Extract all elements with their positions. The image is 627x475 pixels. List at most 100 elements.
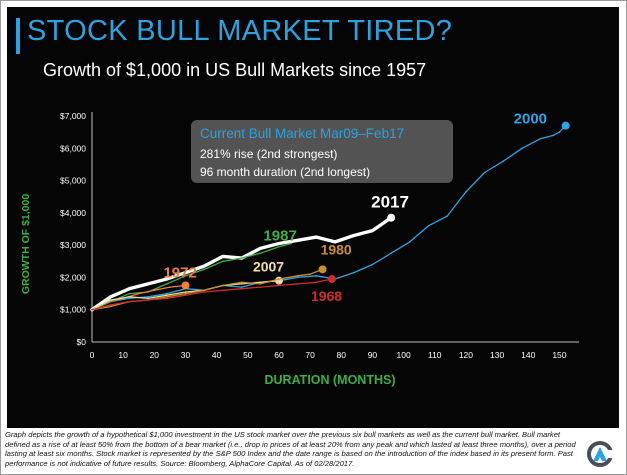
series-label-1980: 1980	[321, 241, 352, 257]
x-tick-label: 90	[368, 350, 378, 360]
data-point-1987	[128, 292, 131, 295]
data-point-1968	[128, 300, 131, 303]
data-point-2017	[278, 242, 280, 245]
data-point-1972	[169, 286, 171, 288]
x-tick-label: 60	[274, 350, 284, 360]
page-subtitle: Growth of $1,000 in US Bull Markets sinc…	[43, 60, 427, 80]
x-tick-label: 80	[337, 350, 347, 360]
data-point-1968	[259, 286, 262, 288]
end-marker-1972	[181, 281, 190, 290]
x-tick-label: 50	[243, 350, 253, 360]
end-marker-1980	[318, 265, 327, 274]
data-point-2000	[552, 134, 554, 137]
callout-line-1: 281% rise (2nd strongest)	[200, 147, 337, 161]
data-point-2017	[222, 255, 224, 258]
data-point-1968	[315, 281, 318, 284]
chart-panel: STOCK BULL MARKET TIRED? Growth of $1,00…	[7, 7, 619, 428]
data-point-1980	[184, 292, 187, 295]
data-point-2000	[352, 271, 355, 274]
y-tick-label: $4,000	[60, 208, 86, 218]
y-tick-label: $7,000	[60, 111, 86, 121]
data-point-2007	[128, 296, 131, 298]
data-point-1968	[296, 283, 299, 285]
data-point-1980	[278, 278, 280, 280]
data-point-2000	[483, 171, 486, 174]
data-point-2017	[371, 229, 374, 232]
x-axis-title: DURATION (MONTHS)	[265, 373, 396, 387]
data-point-1987	[184, 275, 187, 277]
data-point-2017	[334, 241, 336, 243]
data-point-1980	[240, 281, 243, 284]
data-point-1968	[222, 289, 224, 292]
data-point-1980	[309, 273, 311, 276]
data-point-2000	[315, 275, 318, 277]
data-point-2007	[259, 281, 262, 284]
series-label-1987: 1987	[263, 228, 296, 245]
y-axis-title: GROWTH OF $1,000	[20, 194, 32, 295]
data-point-2000	[502, 160, 505, 162]
x-tick-label: 120	[459, 350, 473, 360]
y-tick-label: $6,000	[60, 143, 86, 153]
title-accent-bar	[16, 18, 20, 54]
data-point-1980	[296, 275, 299, 277]
page-title: STOCK BULL MARKET TIRED?	[27, 15, 453, 47]
series-line-2000	[91, 125, 567, 311]
y-tick-label: $0	[77, 337, 87, 347]
series-layer	[90, 121, 570, 312]
data-point-1980	[165, 296, 168, 298]
data-point-2007	[147, 297, 149, 300]
data-point-2007	[184, 291, 187, 293]
end-marker-2017	[387, 213, 396, 222]
series-label-2017: 2017	[371, 193, 409, 212]
data-point-2000	[465, 191, 467, 193]
data-point-2017	[315, 236, 318, 238]
data-point-2000	[558, 131, 561, 133]
data-point-1968	[184, 294, 187, 296]
x-tick-label: 150	[552, 350, 566, 360]
data-point-2000	[427, 224, 430, 227]
data-point-2000	[128, 297, 131, 300]
data-point-2017	[109, 296, 112, 298]
data-point-2017	[128, 287, 131, 290]
data-point-2017	[184, 271, 187, 274]
data-point-2007	[240, 283, 243, 285]
callout-background	[191, 120, 453, 183]
data-point-1968	[165, 297, 168, 300]
data-point-1972	[137, 292, 140, 295]
data-point-2000	[409, 241, 411, 243]
data-point-2007	[165, 294, 168, 296]
y-tick-label: $1,000	[60, 305, 86, 315]
x-tick-label: 140	[521, 350, 535, 360]
data-point-1968	[278, 284, 280, 287]
data-point-1980	[109, 305, 112, 308]
y-tick-label: $5,000	[60, 176, 86, 186]
series-label-1968: 1968	[311, 288, 342, 304]
disclaimer-footnote: Graph depicts the growth of a hypothetic…	[5, 430, 576, 468]
chart-axes: $0 $1,000 $2,000 $3,000 $4,000 $5,000 $6,000 $7…	[60, 111, 579, 360]
x-tick-label: 0	[90, 350, 95, 360]
x-tick-label: 10	[118, 350, 128, 360]
series-labels: 2000 2017 1987 1972 2007 1980 1968	[163, 111, 547, 304]
data-point-2000	[147, 296, 149, 298]
y-tick-label: $3,000	[60, 240, 86, 250]
data-point-2017	[259, 247, 262, 250]
data-point-2000	[296, 276, 299, 279]
end-marker-1968	[327, 275, 336, 284]
x-tick-label: 130	[490, 350, 504, 360]
end-marker-2000	[561, 121, 570, 130]
series-label-2007: 2007	[253, 259, 284, 275]
callout-heading: Current Bull Market Mar09–Feb17	[200, 126, 404, 141]
data-point-1980	[203, 289, 205, 292]
data-point-1968	[109, 304, 112, 306]
data-point-2017	[147, 283, 149, 285]
data-point-2017	[352, 234, 355, 237]
data-point-2000	[390, 252, 392, 255]
data-point-2000	[371, 263, 374, 266]
data-point-2007	[109, 299, 112, 301]
x-tick-label: 40	[212, 350, 222, 360]
data-point-1972	[153, 289, 156, 292]
data-point-1980	[222, 284, 224, 287]
data-point-1987	[259, 252, 262, 255]
data-point-1987	[203, 268, 205, 271]
